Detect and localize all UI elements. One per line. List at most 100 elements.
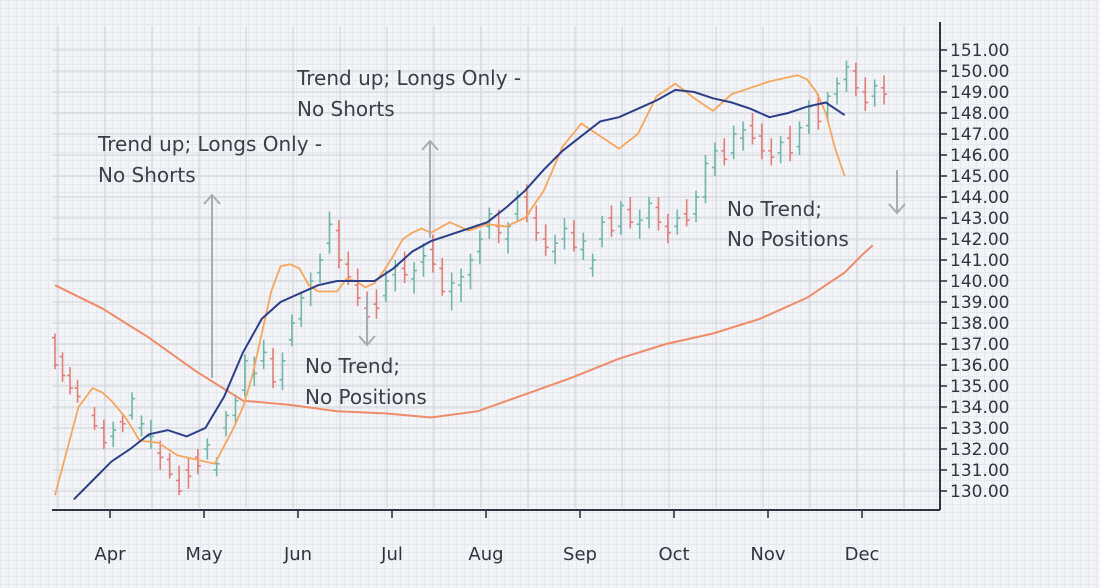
y-tick-label: 144.00 — [950, 188, 1009, 208]
fast-moving-average-line — [54, 74, 846, 496]
annotation-no-trend-1-line1: No Trend; — [305, 354, 400, 378]
up-bar — [382, 270, 389, 302]
down-bar — [401, 251, 408, 284]
y-tick-label: 133.00 — [950, 419, 1009, 439]
down-bar — [749, 113, 756, 145]
x-tick-label: Jun — [283, 544, 312, 565]
y-tick-label: 145.00 — [950, 167, 1009, 187]
slow-moving-average-line — [54, 244, 874, 419]
up-bar — [288, 314, 295, 347]
y-tick-label: 132.00 — [950, 440, 1009, 460]
up-bar — [711, 142, 718, 176]
annotation-trend-up-2-line1: Trend up; Longs Only - — [97, 132, 322, 156]
down-bar — [74, 379, 81, 403]
up-bar — [871, 79, 878, 107]
up-bar — [110, 421, 117, 447]
down-bar — [373, 289, 380, 319]
up-bar — [241, 354, 248, 397]
y-tick-label: 134.00 — [950, 398, 1009, 418]
y-tick-label: 135.00 — [950, 377, 1009, 397]
y-tick-label: 149.00 — [950, 83, 1009, 103]
y-tick-label: 143.00 — [950, 209, 1009, 229]
up-bar — [411, 262, 418, 294]
arrow-head — [203, 193, 221, 205]
up-bar — [589, 253, 596, 277]
up-bar — [204, 438, 211, 460]
y-tick-label: 131.00 — [950, 461, 1009, 481]
up-bar — [834, 77, 841, 105]
annotation-no-trend-1-line2: No Positions — [305, 385, 427, 409]
up-bar — [843, 60, 850, 92]
up-bar — [702, 155, 709, 204]
annotation-trend-up-2-line2: No Shorts — [98, 163, 196, 187]
down-bar — [627, 197, 634, 229]
up-bar — [740, 121, 747, 151]
up-arrow-may — [203, 193, 221, 378]
down-bar — [542, 224, 549, 256]
up-bar — [420, 243, 427, 277]
up-bar — [223, 411, 230, 437]
down-bar — [881, 75, 888, 105]
x-tick-label: Nov — [750, 544, 785, 565]
down-bar — [655, 197, 662, 231]
down-bar — [533, 205, 540, 242]
y-tick-label: 142.00 — [950, 230, 1009, 250]
y-tick-label: 151.00 — [950, 41, 1009, 61]
down-bar — [683, 199, 690, 227]
up-bar — [552, 234, 559, 265]
down-arrow-jul — [358, 295, 376, 347]
down-bar — [194, 449, 201, 475]
moving-averages — [54, 74, 874, 501]
y-tick-label: 140.00 — [950, 272, 1009, 292]
y-axis-ticks: 130.00131.00132.00133.00134.00135.00136.… — [940, 41, 1009, 502]
x-tick-label: Sep — [563, 544, 597, 565]
y-tick-label: 146.00 — [950, 146, 1009, 166]
down-bar — [758, 123, 765, 160]
y-tick-label: 136.00 — [950, 356, 1009, 376]
x-tick-label: May — [185, 544, 223, 565]
down-bar — [787, 125, 794, 162]
grid — [52, 26, 940, 508]
down-bar — [166, 453, 173, 479]
arrow-head — [358, 335, 376, 347]
down-bar — [570, 220, 577, 252]
up-bar — [561, 218, 568, 250]
up-bar — [448, 272, 455, 311]
down-bar — [862, 77, 869, 111]
up-bar — [674, 209, 681, 235]
annotation-trend-up-1-line1: Trend up; Longs Only - — [296, 66, 521, 90]
x-tick-label: Aug — [468, 544, 503, 565]
y-tick-label: 139.00 — [950, 293, 1009, 313]
up-bar — [646, 197, 653, 229]
medium-moving-average-line — [73, 88, 846, 501]
up-bar — [260, 339, 267, 370]
up-bar — [777, 136, 784, 164]
up-bar — [467, 253, 474, 290]
down-bar — [768, 138, 775, 166]
down-bar — [664, 213, 671, 244]
down-bar — [52, 333, 58, 370]
y-tick-label: 141.00 — [950, 251, 1009, 271]
down-bar — [185, 457, 192, 489]
up-bar — [298, 291, 305, 328]
annotation-no-trend-2-line2: No Positions — [727, 227, 849, 251]
up-bar — [232, 394, 239, 424]
up-bar — [476, 230, 483, 265]
x-tick-label: Oct — [658, 544, 689, 565]
up-bar — [129, 392, 136, 420]
down-bar — [439, 257, 446, 296]
down-bar — [852, 62, 859, 97]
up-bar — [458, 268, 465, 302]
down-bar — [270, 348, 277, 389]
up-bar — [617, 201, 624, 235]
down-bar — [608, 205, 615, 237]
up-bar — [505, 222, 512, 254]
down-bar — [59, 352, 66, 382]
y-tick-label: 148.00 — [950, 104, 1009, 124]
up-bar — [138, 415, 145, 437]
down-arrow-dec — [888, 170, 906, 215]
down-bar — [354, 268, 361, 307]
trend-arrows — [203, 139, 906, 378]
y-tick-label: 138.00 — [950, 314, 1009, 334]
